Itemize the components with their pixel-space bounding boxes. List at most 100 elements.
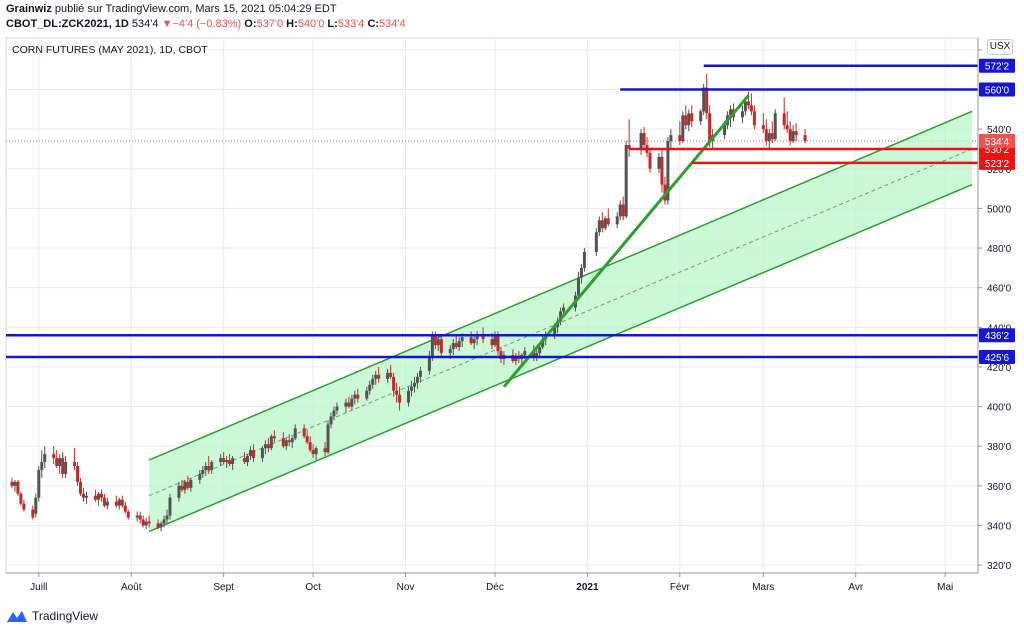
candle-body (141, 519, 145, 526)
candle-body (79, 481, 83, 494)
candle-body (82, 493, 86, 498)
candle-body (448, 349, 452, 354)
candle-body (395, 390, 399, 395)
candle-body (287, 440, 291, 443)
candle-body (559, 311, 563, 322)
candle-body (541, 339, 545, 348)
candle-body (600, 220, 604, 229)
candle-body (687, 113, 691, 126)
footer: TradingView (0, 604, 1024, 630)
level-price-label: 523'2 (985, 159, 1010, 170)
level-price-tag (979, 328, 1015, 343)
candle-body (582, 252, 586, 268)
candle-body (246, 456, 250, 463)
candle-body (162, 519, 166, 524)
candle-body (439, 339, 443, 354)
candle-body (657, 156, 661, 169)
trend-line (502, 94, 750, 388)
candle-body (344, 402, 348, 407)
level-price-label: 425'6 (985, 353, 1010, 364)
candle-body (532, 351, 536, 358)
candle-body (144, 521, 148, 526)
x-tick-label: Févr (670, 582, 691, 593)
candle-body (201, 469, 205, 474)
candle-body (621, 204, 625, 217)
candle-body (562, 307, 566, 312)
published-text: publié sur TradingView.com, Mars 15, 202… (54, 3, 337, 15)
y-tick-label: 400'0 (987, 403, 1012, 414)
candle-body (314, 448, 318, 455)
open-label: O: (244, 18, 257, 30)
candle-body (386, 372, 390, 379)
candle-body (469, 337, 473, 344)
candle-body (260, 448, 264, 459)
candle-body (377, 374, 381, 379)
candle-body (55, 458, 59, 466)
candle-body (266, 444, 270, 449)
level-price-label: 572'2 (985, 62, 1010, 73)
candlestick-chart[interactable]: 320'0340'0360'0380'0400'0420'0440'0460'0… (0, 34, 1024, 604)
candle-body (514, 357, 518, 361)
candle-body (329, 416, 333, 425)
currency-badge[interactable]: USX (987, 39, 1013, 55)
candle-body (353, 394, 357, 399)
brand-name: TradingView (32, 609, 99, 623)
candle-body (615, 216, 619, 225)
candle-body (243, 458, 247, 463)
x-tick-label: Mars (752, 582, 774, 593)
candle-body (553, 327, 557, 336)
y-tick-label: 380'0 (987, 442, 1012, 453)
candle-body (281, 438, 285, 447)
candle-body (105, 501, 109, 506)
candle-body (770, 133, 774, 140)
candle-body (660, 156, 664, 185)
candle-body (415, 376, 419, 383)
symbol-name[interactable]: CBOT_DL:ZCK2021, 1D (6, 18, 129, 30)
candle-body (293, 428, 297, 439)
candle-body (210, 462, 214, 470)
candle-body (392, 376, 396, 391)
y-tick-label: 420'0 (987, 363, 1012, 374)
candle-body (678, 135, 682, 142)
candle-body (177, 485, 181, 498)
candle-body (639, 133, 643, 149)
candle-body (189, 479, 193, 488)
candle-body (475, 335, 479, 340)
candle-body (76, 466, 80, 482)
x-tick-label: 2021 (576, 582, 599, 593)
drawings[interactable] (6, 64, 978, 388)
candle-body (794, 131, 798, 136)
candle-body (690, 113, 694, 122)
candle-body (99, 493, 103, 498)
candle-body (222, 458, 226, 463)
last-price-tag (979, 134, 1015, 149)
candle-body (225, 460, 229, 463)
candle-body (666, 141, 670, 201)
low-value: 533'4 (337, 18, 365, 30)
candle-body (412, 382, 416, 387)
candle-body (308, 442, 312, 451)
candle-body (85, 495, 89, 498)
author-name[interactable]: Grainwiz (6, 3, 52, 15)
candle-body (723, 125, 727, 136)
tradingview-logo[interactable]: TradingView (6, 609, 98, 623)
candle-body (186, 481, 190, 488)
candle-body (764, 129, 768, 142)
low-label: L: (327, 18, 338, 30)
candle-body (624, 145, 628, 217)
candle-body (13, 481, 17, 486)
candle-body (496, 335, 500, 352)
close-value: 534'4 (379, 18, 406, 30)
candle-body (231, 458, 235, 465)
candle-body (773, 113, 777, 140)
candle-body (58, 458, 62, 466)
candle-body (180, 485, 184, 490)
candle-body (427, 357, 431, 371)
candle-body (156, 523, 160, 528)
candle-body (708, 113, 712, 142)
candle-body (535, 353, 539, 358)
candle-body (371, 378, 375, 385)
candle-body (702, 87, 706, 112)
channel-upper-line (148, 110, 973, 461)
close-label: C: (367, 18, 380, 30)
